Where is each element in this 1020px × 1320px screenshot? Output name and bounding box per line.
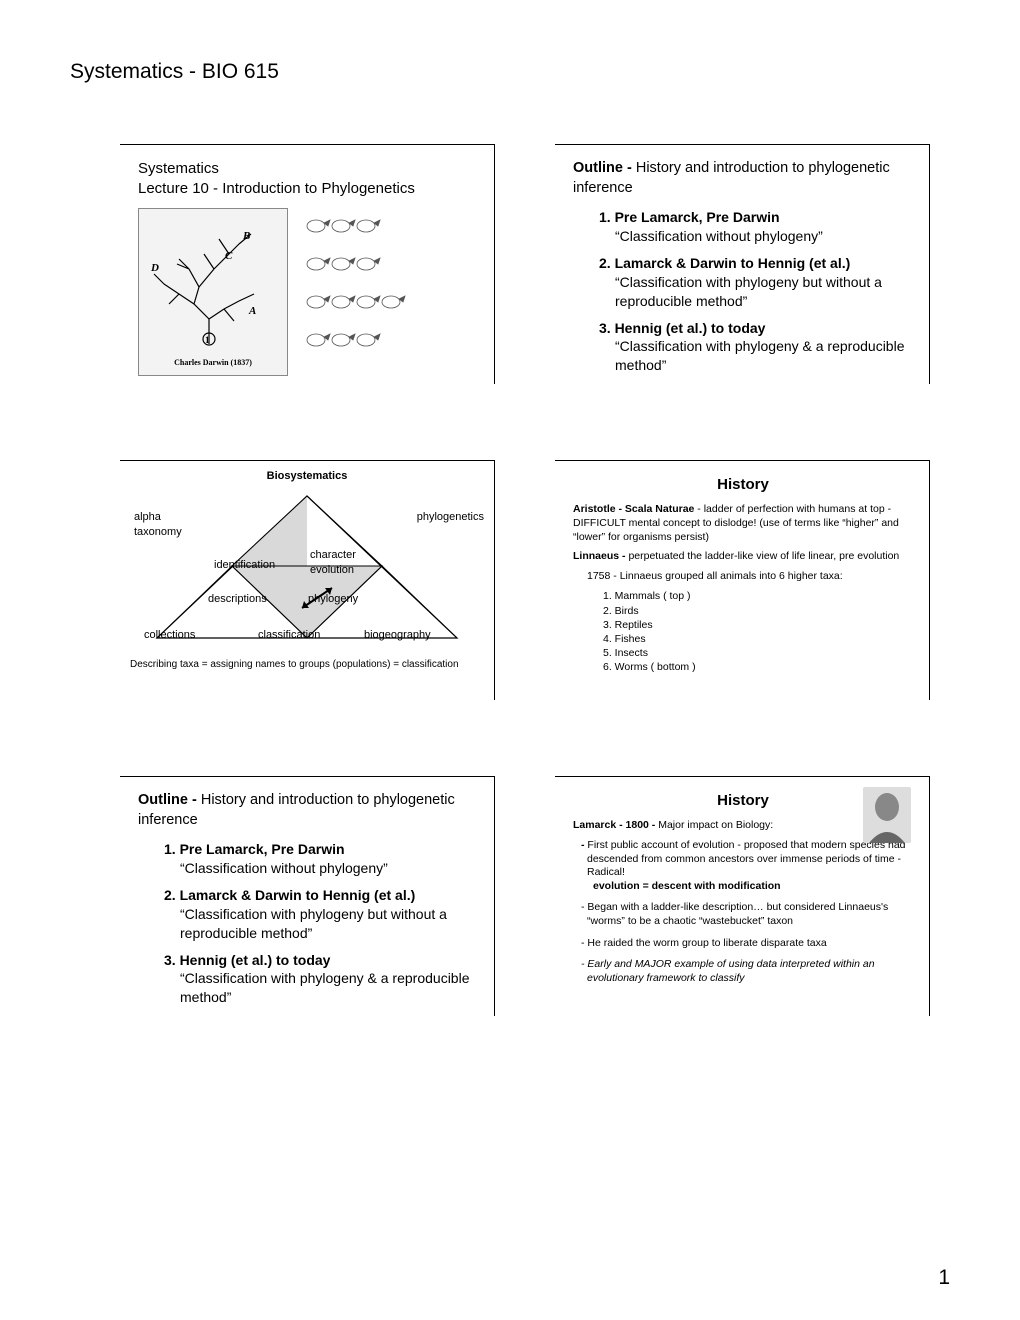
label-phylogeny: phylogeny — [308, 592, 358, 607]
label-collections: collections — [144, 628, 195, 643]
label-classification: classification — [258, 628, 320, 643]
outline-num: 3. Hennig (et al.) to today — [164, 951, 478, 970]
outline-sub: “Classification with phylogeny but witho… — [615, 273, 913, 311]
aristotle-para: Aristotle - Scala Naturae - ladder of pe… — [573, 503, 913, 544]
taxon: 2. Birds — [603, 604, 913, 618]
aristotle-lead: Aristotle - Scala Naturae — [573, 503, 694, 515]
outline-lead: Outline - — [138, 792, 201, 808]
outline-heading: Outline - History and introduction to ph… — [573, 159, 913, 198]
slide3-footnote: Describing taxa = assigning names to gro… — [130, 658, 484, 671]
taxon: 1. Mammals ( top ) — [603, 589, 913, 603]
triangle-diagram: alpha taxonomy phylogenetics identificat… — [130, 488, 484, 648]
label-phylogenetics: phylogenetics — [417, 510, 484, 525]
svg-text:D: D — [150, 262, 159, 274]
lamarck-lead: Lamarck - 1800 - — [573, 819, 658, 831]
slide-outline-2: Outline - History and introduction to ph… — [120, 776, 495, 1016]
b1-text: First public account of evolution - prop… — [587, 839, 906, 878]
outline-sub: “Classification without phylogeny” — [615, 227, 913, 246]
svg-text:C: C — [225, 250, 233, 262]
taxa-list: 1. Mammals ( top ) 2. Birds 3. Reptiles … — [603, 589, 913, 674]
outline-lead: Outline - — [573, 160, 636, 176]
slide1-title-a: Systematics — [138, 159, 478, 179]
history-title: History — [573, 475, 913, 495]
lamarck-b4: - Early and MAJOR example of using data … — [587, 958, 913, 985]
outline-num: 1. Pre Lamarck, Pre Darwin — [164, 840, 478, 859]
finch-figure — [296, 208, 416, 376]
lamarck-lead-para: Lamarck - 1800 - Major impact on Biology… — [573, 819, 913, 833]
label-biogeography: biogeography — [364, 628, 431, 643]
outline-num: 3. Hennig (et al.) to today — [599, 319, 913, 338]
outline-sub: “Classification without phylogeny” — [180, 859, 478, 878]
label-alpha: alpha taxonomy — [134, 510, 194, 540]
linnaeus-rest: perpetuated the ladder-like view of life… — [628, 550, 899, 562]
svg-text:B: B — [242, 230, 250, 242]
slide1-title-b: Lecture 10 - Introduction to Phylogeneti… — [138, 179, 478, 199]
taxon: 6. Worms ( bottom ) — [603, 660, 913, 674]
page-number: 1 — [938, 1266, 950, 1290]
outline-num: 2. Lamarck & Darwin to Hennig (et al.) — [599, 254, 913, 273]
taxon: 3. Reptiles — [603, 618, 913, 632]
outline-item: 2. Lamarck & Darwin to Hennig (et al.) “… — [164, 886, 478, 943]
label-char-evo: character evolution — [310, 548, 370, 578]
outline-item: 1. Pre Lamarck, Pre Darwin “Classificati… — [599, 208, 913, 246]
taxon: 4. Fishes — [603, 632, 913, 646]
lamarck-b2: - Began with a ladder-like description… … — [587, 901, 913, 928]
slide-history-2: History Lamarck - 1800 - Major impact on… — [555, 776, 930, 1016]
b1-bold: evolution = descent with modification — [593, 880, 781, 892]
label-descriptions: descriptions — [208, 592, 267, 607]
outline-heading: Outline - History and introduction to ph… — [138, 791, 478, 830]
lamarck-b1: - First public account of evolution - pr… — [587, 839, 913, 894]
linnaeus-para: Linnaeus - perpetuated the ladder-like v… — [573, 550, 913, 564]
slide-intro: Systematics Lecture 10 - Introduction to… — [120, 144, 495, 384]
outline-sub: “Classification with phylogeny & a repro… — [615, 337, 913, 375]
history-title: History — [573, 791, 913, 811]
outline-sub: “Classification with phylogeny & a repro… — [180, 969, 478, 1007]
linnaeus-date: 1758 - Linnaeus grouped all animals into… — [587, 570, 913, 584]
slide-outline-1: Outline - History and introduction to ph… — [555, 144, 930, 384]
outline-item: 2. Lamarck & Darwin to Hennig (et al.) “… — [599, 254, 913, 311]
slide-biosystematics: Biosystematics alpha taxonomy — [120, 460, 495, 700]
outline-list: 1. Pre Lamarck, Pre Darwin “Classificati… — [138, 840, 478, 1007]
outline-num: 1. Pre Lamarck, Pre Darwin — [599, 208, 913, 227]
darwin-tree-figure: A B C D 1 Charles Darwin (1837) — [138, 208, 288, 376]
linnaeus-lead: Linnaeus - — [573, 550, 628, 562]
lamarck-portrait — [863, 787, 911, 843]
lamarck-b3: - He raided the worm group to liberate d… — [587, 937, 913, 951]
darwin-tree-svg: A B C D 1 — [139, 209, 289, 359]
biosys-title: Biosystematics — [130, 469, 484, 484]
outline-list: 1. Pre Lamarck, Pre Darwin “Classificati… — [573, 208, 913, 375]
outline-item: 3. Hennig (et al.) to today “Classificat… — [164, 951, 478, 1008]
slide-history-1: History Aristotle - Scala Naturae - ladd… — [555, 460, 930, 700]
darwin-caption: Charles Darwin (1837) — [174, 358, 252, 369]
slides-grid: Systematics Lecture 10 - Introduction to… — [120, 144, 930, 1016]
outline-item: 1. Pre Lamarck, Pre Darwin “Classificati… — [164, 840, 478, 878]
taxon: 5. Insects — [603, 646, 913, 660]
outline-sub: “Classification with phylogeny but witho… — [180, 905, 478, 943]
outline-num: 2. Lamarck & Darwin to Hennig (et al.) — [164, 886, 478, 905]
lamarck-rest: Major impact on Biology: — [658, 819, 773, 831]
label-identification: identification — [214, 558, 275, 573]
page-header: Systematics - BIO 615 — [70, 60, 950, 84]
outline-item: 3. Hennig (et al.) to today “Classificat… — [599, 319, 913, 376]
svg-text:1: 1 — [205, 335, 210, 345]
svg-text:A: A — [248, 305, 256, 317]
